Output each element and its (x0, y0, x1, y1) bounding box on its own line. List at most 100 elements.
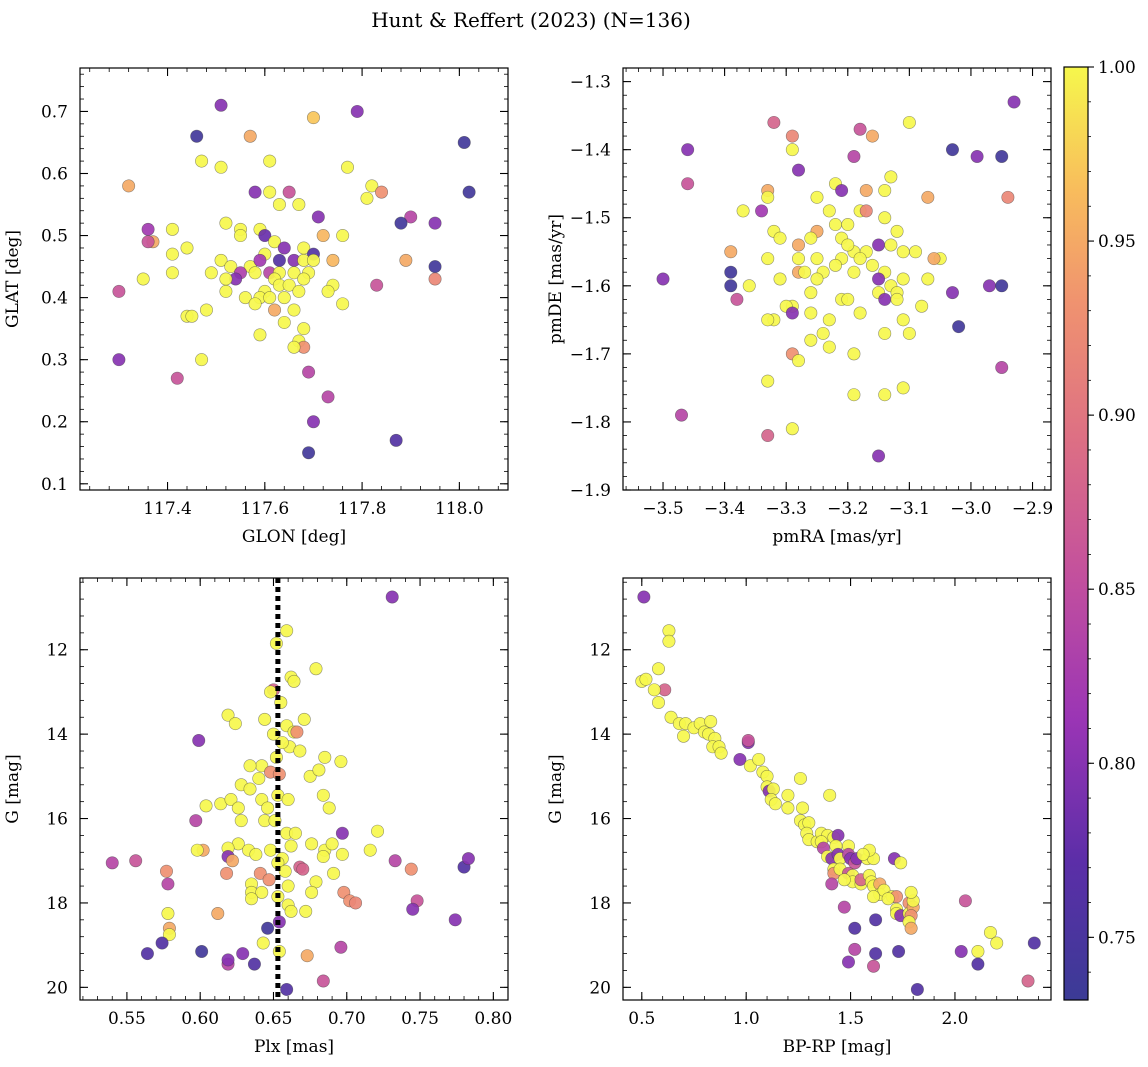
data-point (370, 278, 384, 292)
data-point (340, 160, 354, 174)
data-point (277, 291, 291, 305)
data-point (884, 170, 898, 184)
data-point (141, 222, 155, 236)
data-point (785, 306, 799, 320)
data-point (321, 390, 335, 404)
x-tick-label: 2.0 (941, 1009, 968, 1029)
data-point (825, 877, 839, 891)
data-point (677, 729, 691, 743)
data-point (221, 953, 235, 967)
data-point (927, 252, 941, 266)
x-tick-label: 117.6 (240, 499, 289, 519)
data-point (335, 847, 349, 861)
data-point (651, 695, 665, 709)
data-point (297, 272, 311, 286)
colorbar-tick-label: 0.85 (1098, 580, 1136, 600)
data-point (214, 160, 228, 174)
data-point (781, 801, 795, 815)
data-point (389, 433, 403, 447)
data-point (316, 788, 330, 802)
data-point (305, 837, 319, 851)
data-point (902, 115, 916, 129)
data-point (258, 712, 272, 726)
data-point (881, 892, 895, 906)
data-point (847, 347, 861, 361)
plot-area-frame (622, 577, 1052, 1001)
data-point (878, 326, 892, 340)
plot-area-frame (79, 577, 509, 1001)
data-point (211, 906, 225, 920)
y-tick-label: 20 (46, 978, 68, 998)
data-point (847, 265, 861, 279)
data-point (793, 771, 807, 785)
data-point (293, 744, 307, 758)
data-point (768, 797, 782, 811)
data-point (742, 279, 756, 293)
data-point (878, 184, 892, 198)
data-point (428, 272, 442, 286)
data-point (189, 814, 203, 828)
data-point (406, 902, 420, 916)
data-point (894, 856, 908, 870)
data-point (248, 297, 262, 311)
data-point (792, 163, 806, 177)
data-point (867, 890, 881, 904)
data-point (277, 315, 291, 329)
y-tick-label: 14 (46, 725, 68, 745)
data-point (785, 143, 799, 157)
data-point (363, 843, 377, 857)
data-point (804, 286, 818, 300)
data-point (219, 216, 233, 230)
x-tick-label: 117.4 (143, 499, 192, 519)
data-point (983, 925, 997, 939)
colorbar-tick-label: 0.80 (1098, 754, 1136, 774)
data-point (841, 292, 855, 306)
data-point (336, 229, 350, 243)
data-point (865, 258, 879, 272)
data-point (867, 959, 881, 973)
data-point (841, 238, 855, 252)
data-point (945, 286, 959, 300)
data-point (859, 184, 873, 198)
data-point (822, 313, 836, 327)
x-tick-label: −3.3 (766, 499, 807, 519)
data-point (234, 229, 248, 243)
data-point (741, 733, 755, 747)
data-point (681, 143, 695, 157)
data-point (316, 229, 330, 243)
y-tick-label: 14 (589, 725, 611, 745)
data-point (243, 129, 257, 143)
data-point (296, 862, 310, 876)
data-point (318, 750, 332, 764)
data-point (122, 179, 136, 193)
data-point (302, 365, 316, 379)
data-point (219, 284, 233, 298)
data-point (165, 222, 179, 236)
data-point (316, 974, 330, 988)
y-tick-label: 16 (46, 810, 68, 830)
data-point (921, 272, 935, 286)
data-point (224, 793, 238, 807)
data-point (428, 216, 442, 230)
data-point (272, 198, 286, 212)
data-point (316, 850, 330, 864)
y-axis-label: GLAT [deg] (3, 230, 23, 328)
data-point (810, 272, 824, 286)
data-point (287, 303, 301, 317)
data-point (334, 940, 348, 954)
data-point (248, 185, 262, 199)
data-point (219, 272, 233, 286)
data-point (637, 590, 651, 604)
figure-title: Hunt & Reffert (2023) (N=136) (371, 8, 691, 32)
data-point (404, 210, 418, 224)
data-point (263, 154, 277, 168)
data-point (902, 326, 916, 340)
y-tick-label: 0.2 (41, 413, 68, 433)
data-point (792, 354, 806, 368)
data-point (280, 982, 294, 996)
data-point (853, 122, 867, 136)
data-point (847, 388, 861, 402)
data-point (263, 291, 277, 305)
data-point (681, 177, 695, 191)
data-point (884, 238, 898, 252)
